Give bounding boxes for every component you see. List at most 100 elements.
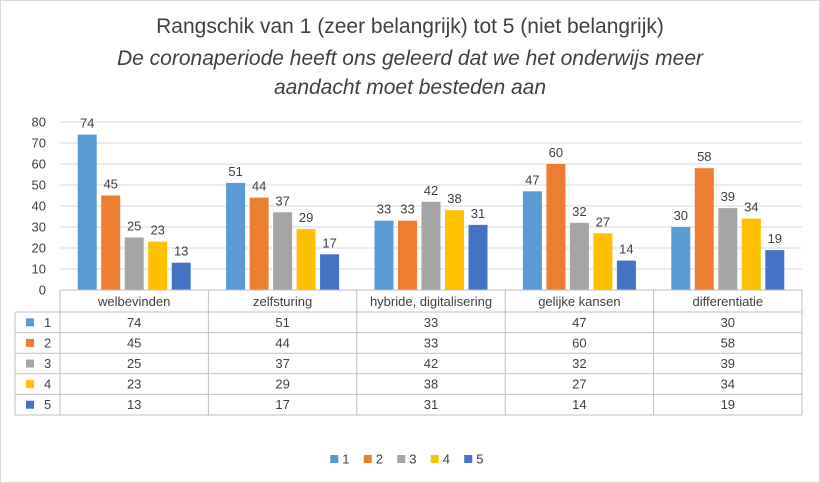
legend-swatch-5: [464, 455, 473, 463]
bar-4-1: [296, 229, 316, 290]
chart-subtitle-line-2: aandacht moet besteden aan: [274, 76, 546, 99]
data-label: 33: [377, 202, 391, 217]
table-cell: 31: [424, 397, 438, 412]
legend-label: 1: [342, 452, 349, 467]
table-cell: 25: [127, 356, 141, 371]
data-label: 60: [549, 145, 563, 160]
legend-label: 5: [476, 452, 483, 467]
data-label: 31: [471, 206, 485, 221]
row-key-swatch: [26, 380, 34, 389]
data-label: 38: [447, 191, 461, 206]
category-label: hybride, digitalisering: [370, 294, 492, 309]
row-series-label: 2: [44, 335, 51, 350]
row-series-label: 5: [44, 397, 51, 412]
data-table: welbevinden zelfsturing hybride, digitalis…: [14, 289, 803, 416]
data-label: 34: [744, 200, 758, 215]
data-label: 23: [150, 223, 164, 238]
bar-1-4: [671, 227, 691, 290]
y-tick-label: 80: [32, 115, 46, 130]
row-key-swatch: [26, 338, 34, 347]
legend-swatch-2: [363, 455, 372, 463]
bar-5-2: [468, 224, 488, 290]
table-cell: 33: [424, 315, 438, 330]
data-label: 45: [103, 177, 117, 192]
data-label: 58: [697, 149, 711, 164]
y-tick-label: 40: [32, 199, 46, 214]
table-cell: 14: [572, 397, 586, 412]
data-label: 37: [275, 193, 289, 208]
row-series-label: 4: [44, 377, 51, 392]
data-label: 42: [424, 183, 438, 198]
y-tick-label: 0: [39, 283, 46, 298]
y-tick-label: 30: [32, 220, 46, 235]
bar-1-2: [374, 220, 394, 290]
bar-2-2: [398, 220, 417, 290]
table-cell: 23: [127, 377, 141, 392]
chart-subtitle-line-1: De coronaperiode heeft ons geleerd dat w…: [117, 47, 704, 70]
legend-label: 2: [376, 452, 383, 467]
y-tick-label: 20: [32, 241, 46, 256]
table-cell: 29: [275, 377, 289, 392]
bar-2-3: [546, 164, 566, 290]
table-cell: 58: [721, 335, 735, 350]
row-series-label: 3: [44, 356, 51, 371]
row-series-label: 1: [44, 315, 51, 330]
bar-2-4: [694, 168, 714, 290]
table-cell: 34: [721, 377, 735, 392]
table-cell: 74: [127, 315, 141, 330]
y-tick-label: 60: [32, 157, 46, 172]
legend-swatch-4: [430, 455, 439, 463]
category-label: welbevinden: [97, 294, 170, 309]
data-label: 33: [400, 202, 414, 217]
bar-4-4: [741, 218, 761, 290]
table-cell: 30: [721, 315, 735, 330]
data-label: 47: [525, 172, 539, 187]
data-label: 25: [127, 219, 141, 234]
data-label: 51: [228, 164, 242, 179]
bar-5-4: [765, 250, 785, 290]
chart-title: Rangschik van 1 (zeer belangrijk) tot 5 …: [156, 15, 664, 38]
category-label: gelijke kansen: [538, 294, 620, 309]
bar-3-0: [124, 237, 144, 290]
y-tick-label: 10: [32, 262, 46, 277]
table-cell: 33: [424, 335, 438, 350]
category-label: zelfsturing: [253, 294, 312, 309]
bar-5-0: [171, 262, 191, 290]
table-cell: 45: [127, 335, 141, 350]
data-label: 13: [174, 244, 188, 259]
bar-4-3: [593, 233, 613, 290]
table-cell: 38: [424, 377, 438, 392]
legend-swatch-3: [397, 455, 406, 463]
legend-label: 3: [409, 452, 416, 467]
bar-3-1: [273, 212, 293, 290]
row-key-swatch: [26, 318, 34, 327]
category-label: differentiatie: [693, 294, 764, 309]
table-cell: 51: [275, 315, 289, 330]
legend-label: 4: [443, 452, 450, 467]
data-label: 39: [721, 189, 735, 204]
bar-3-2: [421, 201, 441, 290]
plot-area: 0 10 20 30 40 50 60 70 80 74 51 33 47 30 45 44 33 60 58 25 3…: [32, 115, 802, 298]
legend-swatch-1: [330, 455, 339, 463]
table-cell: 27: [572, 377, 586, 392]
bar-1-1: [226, 182, 246, 290]
data-label: 19: [768, 231, 782, 246]
table-cell: 19: [721, 397, 735, 412]
table-cell: 37: [275, 356, 289, 371]
bar-5-3: [616, 260, 636, 290]
y-tick-label: 50: [32, 178, 46, 193]
table-cell: 60: [572, 335, 586, 350]
bar-3-4: [718, 208, 738, 290]
y-tick-label: 70: [32, 136, 46, 151]
data-label: 27: [596, 214, 610, 229]
table-cell: 47: [572, 315, 586, 330]
bar-4-0: [148, 241, 168, 290]
table-cell: 39: [721, 356, 735, 371]
data-label: 14: [619, 242, 633, 257]
bar-2-0: [101, 195, 121, 290]
data-label: 17: [322, 235, 336, 250]
data-label: 74: [80, 116, 94, 131]
legend: 1 2 3 4 5: [330, 452, 483, 467]
